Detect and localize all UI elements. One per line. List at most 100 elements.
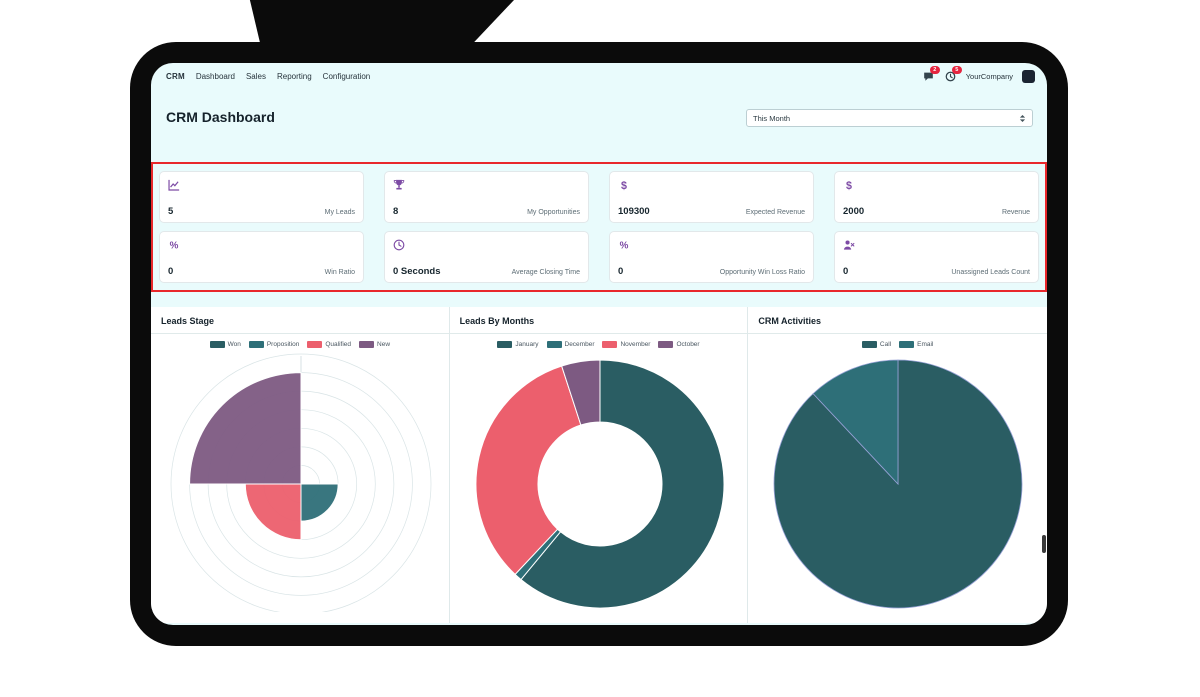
legend-item-january[interactable]: January bbox=[497, 340, 539, 348]
kpi-card-win-ratio[interactable]: % 0 Win Ratio bbox=[159, 231, 364, 283]
kpi-value: 0 bbox=[618, 266, 624, 277]
device-frame-wedge bbox=[249, 0, 514, 47]
chart-title: CRM Activities bbox=[758, 316, 822, 326]
legend-swatch bbox=[497, 340, 513, 348]
legend-label: Proposition bbox=[266, 340, 300, 348]
chart-legend: Won Proposition Qualified New bbox=[161, 339, 439, 349]
kpi-label: Expected Revenue bbox=[745, 209, 805, 216]
legend-swatch bbox=[546, 340, 562, 348]
period-select-value: This Month bbox=[753, 113, 791, 123]
company-name[interactable]: YourCompany bbox=[965, 71, 1013, 81]
top-nav: CRM Dashboard Sales Reporting Configurat… bbox=[151, 63, 1047, 89]
kpi-value: 0 bbox=[843, 266, 849, 277]
legend-swatch bbox=[602, 340, 618, 348]
legend-item-proposition[interactable]: Proposition bbox=[248, 340, 300, 348]
activity-clock-icon bbox=[945, 71, 956, 81]
legend-label: Qualified bbox=[325, 340, 352, 348]
messages-button[interactable]: 2 bbox=[922, 65, 940, 83]
legend-swatch bbox=[307, 340, 323, 348]
charts-section: Leads Stage Won Proposition Qualified New L… bbox=[151, 307, 1047, 623]
kpi-label: My Leads bbox=[324, 209, 355, 216]
kpi-label: Win Ratio bbox=[324, 269, 355, 276]
trophy-icon bbox=[393, 178, 580, 192]
scrollbar-thumb[interactable] bbox=[1042, 535, 1046, 553]
chart-panel-leads-by-months: Leads By Months January December November O… bbox=[449, 307, 749, 623]
legend-label: December bbox=[564, 340, 595, 348]
chart-legend: January December November October bbox=[460, 339, 738, 349]
kpi-value: 109300 bbox=[618, 206, 650, 217]
kpi-value: 0 bbox=[168, 266, 174, 277]
nav-item-reporting[interactable]: Reporting bbox=[276, 71, 312, 81]
kpi-card-revenue[interactable]: $ 2000 Revenue bbox=[834, 171, 1039, 223]
legend-swatch bbox=[359, 340, 375, 348]
chat-icon bbox=[923, 72, 933, 81]
percent-icon: % bbox=[618, 238, 805, 252]
nav-systray: 2 5 YourCompany bbox=[922, 65, 1035, 83]
legend-item-won[interactable]: Won bbox=[209, 340, 241, 348]
legend-item-november[interactable]: November bbox=[602, 340, 651, 348]
kpi-label: My Opportunities bbox=[527, 209, 580, 216]
legend-item-qualified[interactable]: Qualified bbox=[307, 340, 352, 348]
kpi-card-my-leads[interactable]: 5 My Leads bbox=[159, 171, 364, 223]
legend-item-december[interactable]: December bbox=[546, 340, 595, 348]
kpi-value: 8 bbox=[393, 206, 399, 217]
legend-item-call[interactable]: Call bbox=[861, 340, 892, 348]
kpi-grid: 5 My Leads 8 My Opportunities $ 109300 E… bbox=[153, 164, 1045, 290]
legend-label: New bbox=[377, 340, 391, 348]
kpi-label: Unassigned Leads Count bbox=[951, 269, 1030, 276]
nav-menu: CRM Dashboard Sales Reporting Configurat… bbox=[166, 72, 370, 81]
kpi-label: Opportunity Win Loss Ratio bbox=[719, 269, 805, 276]
chart-legend: Call Email bbox=[758, 339, 1037, 349]
page-title: CRM Dashboard bbox=[166, 109, 275, 125]
kpi-card-opportunity-win-loss-ratio[interactable]: % 0 Opportunity Win Loss Ratio bbox=[609, 231, 814, 283]
legend-swatch bbox=[861, 340, 877, 348]
dollar-icon: $ bbox=[843, 178, 1030, 192]
legend-label: Won bbox=[227, 340, 241, 348]
legend-label: November bbox=[620, 340, 651, 348]
legend-label: Call bbox=[879, 340, 892, 348]
dollar-icon: $ bbox=[618, 178, 805, 192]
svg-text:$: $ bbox=[846, 180, 852, 191]
chart-panel-crm-activities: CRM Activities Call Email bbox=[748, 307, 1047, 623]
avatar[interactable] bbox=[1022, 69, 1035, 83]
svg-text:%: % bbox=[170, 240, 179, 251]
kpi-card-average-closing-time[interactable]: 0 Seconds Average Closing Time bbox=[384, 231, 589, 283]
kpi-value: 5 bbox=[168, 206, 174, 217]
legend-item-email[interactable]: Email bbox=[899, 340, 934, 348]
user-x-icon bbox=[843, 238, 1030, 252]
divider bbox=[151, 333, 449, 334]
app-menu-crm[interactable]: CRM bbox=[166, 71, 185, 81]
messages-badge: 2 bbox=[929, 65, 940, 74]
kpi-card-unassigned-leads-count[interactable]: 0 Unassigned Leads Count bbox=[834, 231, 1039, 283]
svg-text:%: % bbox=[620, 240, 629, 251]
divider bbox=[748, 333, 1047, 334]
screen: CRM Dashboard Sales Reporting Configurat… bbox=[151, 63, 1047, 625]
legend-label: Email bbox=[917, 340, 934, 348]
nav-item-sales[interactable]: Sales bbox=[245, 71, 266, 81]
select-arrows-icon bbox=[1019, 114, 1026, 122]
kpi-card-expected-revenue[interactable]: $ 109300 Expected Revenue bbox=[609, 171, 814, 223]
chart-panel-leads-stage: Leads Stage Won Proposition Qualified New bbox=[151, 307, 450, 623]
legend-item-october[interactable]: October bbox=[658, 340, 700, 348]
chart-canvas bbox=[773, 359, 1023, 609]
period-select[interactable]: This Month bbox=[746, 109, 1033, 127]
kpi-label: Average Closing Time bbox=[511, 269, 580, 276]
legend-swatch bbox=[248, 340, 264, 348]
legend-swatch bbox=[899, 340, 915, 348]
kpi-card-my-opportunities[interactable]: 8 My Opportunities bbox=[384, 171, 589, 223]
activities-button[interactable]: 5 bbox=[944, 65, 962, 83]
kpi-value: 0 Seconds bbox=[393, 266, 441, 277]
chart-canvas bbox=[170, 353, 432, 612]
chart-title: Leads By Months bbox=[459, 316, 535, 326]
legend-swatch bbox=[209, 340, 225, 348]
nav-item-configuration[interactable]: Configuration bbox=[322, 71, 371, 81]
svg-text:$: $ bbox=[621, 180, 627, 191]
legend-label: October bbox=[676, 340, 700, 348]
device-frame: CRM Dashboard Sales Reporting Configurat… bbox=[130, 42, 1068, 646]
nav-item-dashboard[interactable]: Dashboard bbox=[195, 71, 235, 81]
line-chart-icon bbox=[168, 178, 355, 192]
legend-item-new[interactable]: New bbox=[359, 340, 391, 348]
chart-canvas bbox=[475, 359, 725, 609]
clock-icon bbox=[393, 238, 580, 252]
